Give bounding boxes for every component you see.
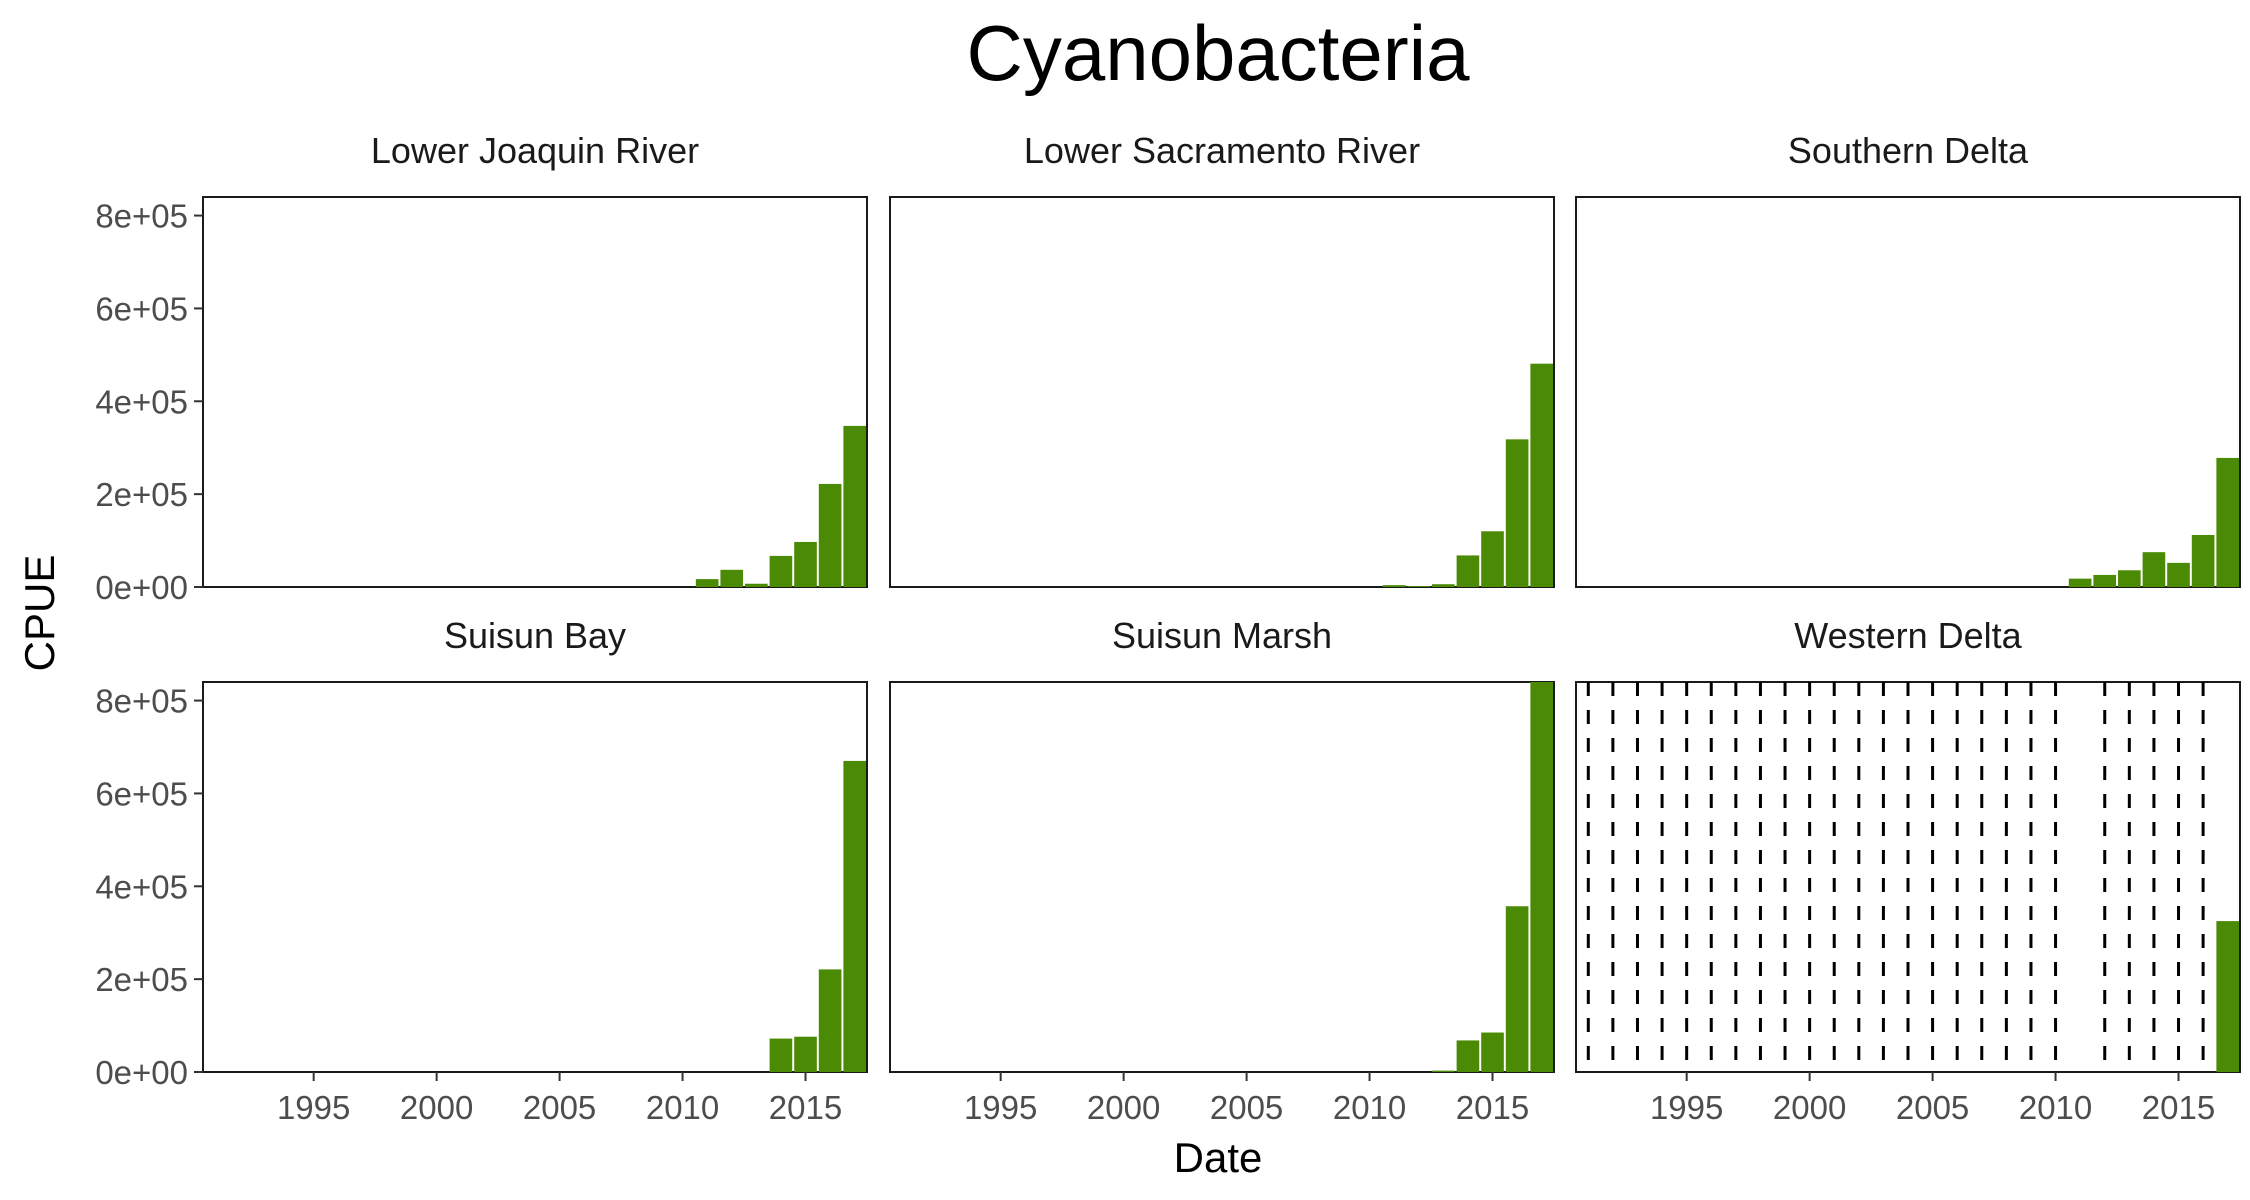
bar bbox=[745, 583, 768, 587]
y-tick-label: 6e+05 bbox=[95, 775, 188, 812]
panel-label: Western Delta bbox=[1794, 615, 2022, 656]
x-tick-label: 1995 bbox=[277, 1089, 350, 1126]
bar bbox=[843, 760, 867, 1072]
bar bbox=[1382, 585, 1406, 587]
x-tick-label: 2015 bbox=[769, 1089, 842, 1126]
x-tick-label: 2005 bbox=[1896, 1089, 1969, 1126]
bar bbox=[2216, 457, 2240, 587]
x-tick-label: 1995 bbox=[964, 1089, 1037, 1126]
x-tick-label: 2010 bbox=[2019, 1089, 2092, 1126]
y-tick-label: 8e+05 bbox=[95, 198, 188, 235]
panel-label: Suisun Marsh bbox=[1112, 615, 1332, 656]
bar bbox=[1456, 555, 1480, 587]
bar bbox=[1407, 586, 1431, 587]
chart-title: Cyanobacteria bbox=[967, 9, 1471, 97]
panel-lower-joaquin-river: Lower Joaquin River 0e+00 2e+05 4e+05 6e+05 8… bbox=[95, 130, 868, 606]
panel-lower-sacramento-river: Lower Sacramento River bbox=[889, 130, 1555, 588]
panel-frame bbox=[889, 681, 1555, 1073]
x-tick-label: 2005 bbox=[523, 1089, 596, 1126]
x-tick-label: 2015 bbox=[2142, 1089, 2215, 1126]
bar bbox=[1432, 584, 1455, 587]
bar bbox=[794, 1036, 817, 1072]
bar bbox=[2093, 574, 2117, 587]
facet-panels: Lower Joaquin River 0e+00 2e+05 4e+05 6e+05 8… bbox=[95, 130, 2241, 1126]
y-tick-label: 8e+05 bbox=[95, 683, 188, 720]
y-tick-label: 4e+05 bbox=[95, 868, 188, 905]
panel-label: Southern Delta bbox=[1788, 130, 2029, 171]
y-axis-title: CPUE bbox=[16, 555, 63, 672]
bar bbox=[843, 425, 867, 587]
x-tick-label: 2000 bbox=[1773, 1089, 1846, 1126]
bar bbox=[769, 1038, 793, 1072]
panel-western-delta: Western Delta 1995 2000 2005 2010 2015 bbox=[1575, 615, 2241, 1126]
bar bbox=[1481, 531, 1504, 587]
x-tick-label: 2010 bbox=[646, 1089, 719, 1126]
panel-suisun-marsh: Suisun Marsh 1995 2000 2005 2010 2015 bbox=[889, 615, 1555, 1126]
panel-label: Lower Sacramento River bbox=[1024, 130, 1420, 171]
bar bbox=[1481, 1032, 1504, 1072]
bar bbox=[1432, 1070, 1455, 1072]
y-tick-label: 2e+05 bbox=[95, 476, 188, 513]
x-tick-label: 2010 bbox=[1333, 1089, 1406, 1126]
bar bbox=[2142, 552, 2166, 587]
x-axis-title: Date bbox=[1174, 1134, 1263, 1181]
bar bbox=[818, 483, 842, 587]
bar bbox=[695, 579, 719, 587]
x-tick-label: 2005 bbox=[1210, 1089, 1283, 1126]
y-tick-label: 0e+00 bbox=[95, 569, 188, 606]
bar bbox=[2167, 562, 2190, 587]
panel-suisun-bay: Suisun Bay 0e+00 2e+05 4e+05 6e+05 8e+05 1995 2… bbox=[95, 615, 868, 1126]
y-tick-label: 0e+00 bbox=[95, 1054, 188, 1091]
bar bbox=[1505, 439, 1529, 587]
bar bbox=[2191, 535, 2215, 587]
panel-label: Suisun Bay bbox=[444, 615, 626, 656]
bar bbox=[1505, 906, 1529, 1072]
bar bbox=[1456, 1040, 1480, 1072]
bar bbox=[720, 569, 744, 587]
x-tick-label: 2000 bbox=[400, 1089, 473, 1126]
x-tick-label: 2015 bbox=[1456, 1089, 1529, 1126]
y-tick-label: 6e+05 bbox=[95, 290, 188, 327]
bar bbox=[2068, 578, 2092, 587]
panel-frame bbox=[202, 196, 868, 588]
panel-label: Lower Joaquin River bbox=[371, 130, 699, 171]
y-tick-label: 2e+05 bbox=[95, 961, 188, 998]
bar bbox=[1530, 682, 1554, 1072]
bar bbox=[2118, 570, 2141, 587]
panel-frame bbox=[1575, 196, 2241, 588]
bar bbox=[818, 969, 842, 1072]
bar bbox=[1530, 363, 1554, 587]
bar bbox=[2216, 921, 2240, 1072]
bar bbox=[794, 541, 817, 587]
bar bbox=[769, 555, 793, 587]
panel-frame bbox=[889, 196, 1555, 588]
panel-southern-delta: Southern Delta bbox=[1575, 130, 2241, 588]
panel-frame bbox=[202, 681, 868, 1073]
x-tick-label: 1995 bbox=[1650, 1089, 1723, 1126]
y-tick-label: 4e+05 bbox=[95, 383, 188, 420]
x-tick-label: 2000 bbox=[1087, 1089, 1160, 1126]
